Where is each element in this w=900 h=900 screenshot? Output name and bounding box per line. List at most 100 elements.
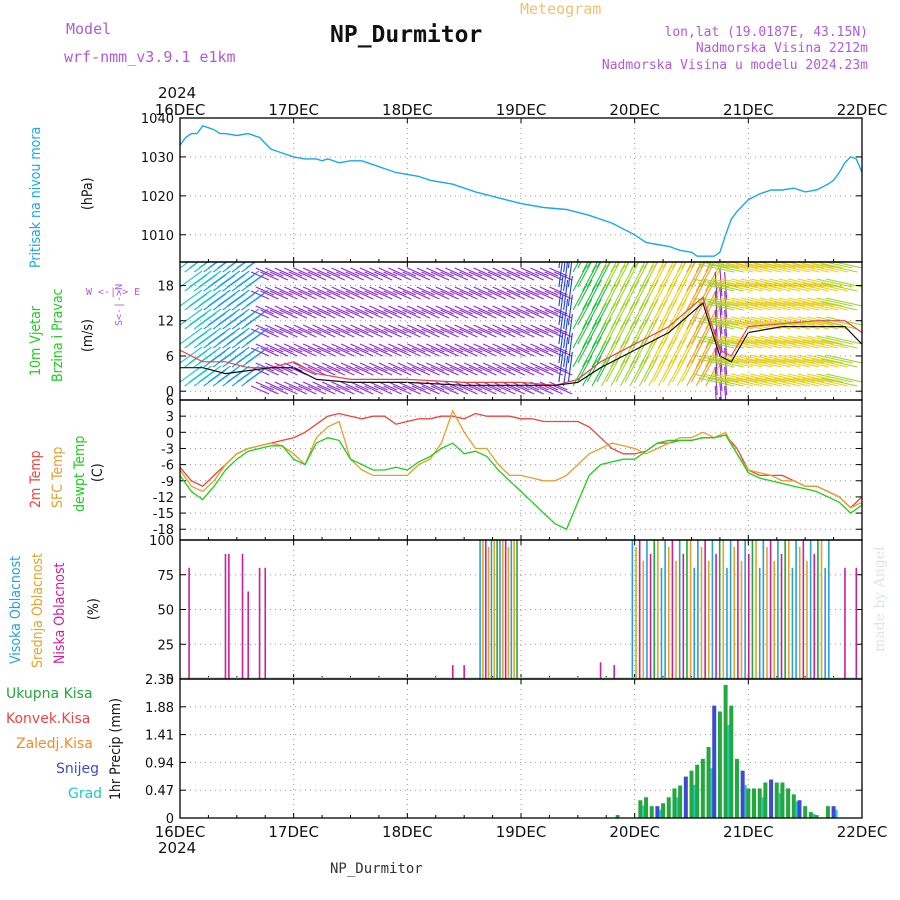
wind-barb (331, 343, 350, 353)
wind-barb (506, 309, 526, 319)
wind-barb (764, 358, 801, 368)
wind-barb (227, 270, 250, 288)
wind-barb (468, 328, 488, 338)
wind-barb (478, 366, 497, 376)
wind-barb (260, 290, 279, 300)
wind-barb (721, 354, 758, 364)
wind-barbs (180, 262, 862, 400)
wind-barb (326, 328, 346, 338)
wind-barb (364, 309, 383, 319)
wind-barb (359, 267, 379, 277)
wind-barb (705, 302, 721, 330)
wind-barb (773, 282, 811, 292)
wind-barb (638, 321, 654, 349)
wind-barb (383, 328, 402, 338)
wind-barb (269, 290, 289, 300)
wind-barb (180, 262, 190, 269)
wind-barb (821, 339, 858, 349)
wind-barb (388, 286, 407, 296)
wind-barb (714, 309, 718, 339)
wind-barb (745, 263, 782, 273)
wind-barb (279, 347, 298, 357)
wind-barb (686, 264, 702, 292)
wind-barb (449, 385, 469, 395)
wind-barb (716, 301, 754, 311)
wind-barb (217, 308, 241, 326)
wind-barb (279, 271, 298, 281)
wind-barb (693, 354, 730, 364)
wind-barb (539, 324, 559, 334)
wind-barb (274, 324, 293, 334)
wind-barb (317, 309, 336, 319)
wind-barb (745, 301, 782, 311)
wind-barb (764, 339, 801, 349)
wind-barb (355, 385, 374, 395)
wind-barb (605, 298, 621, 326)
wind-barb (293, 381, 312, 391)
wind-barb (534, 328, 554, 338)
x-label-top: 22DEC (837, 101, 888, 119)
wind-barb (449, 366, 469, 376)
wind-barb (787, 354, 825, 364)
wind-barb (582, 262, 589, 273)
wind-barb (721, 278, 758, 288)
wind-barb (756, 262, 787, 269)
wind-barb (681, 262, 697, 288)
wind-barb (586, 298, 602, 326)
wind-barb (392, 366, 412, 376)
x-label-top: 17DEC (268, 101, 319, 119)
wind-barb (773, 320, 811, 330)
wind-barb (383, 271, 402, 281)
wind-barb (364, 366, 383, 376)
precip-bar (740, 770, 745, 818)
wind-barb (340, 305, 360, 315)
wind-barb (459, 328, 478, 338)
wind-barb (321, 267, 341, 277)
wind-barb (558, 262, 561, 269)
wind-barb (288, 347, 308, 357)
wind-barb (787, 297, 825, 307)
wind-barb (440, 385, 459, 395)
year-label-bottom: 2024 (158, 839, 196, 857)
wind-barb (695, 359, 711, 387)
temp-ytick-label: 0 (166, 426, 174, 441)
wind-barb (260, 347, 279, 357)
wind-barb (806, 278, 844, 288)
wind-barb (426, 343, 445, 353)
wind-barb (567, 351, 573, 383)
wind-barb (572, 264, 588, 292)
wind-barb (629, 359, 645, 387)
wind-barb (283, 305, 303, 315)
wind-barb (189, 270, 212, 288)
wind-barb (345, 328, 364, 338)
wind-barb (702, 373, 739, 383)
wind-barb (672, 336, 688, 364)
wind-barb (501, 267, 521, 277)
wind-barb (501, 324, 521, 334)
wind-barb (754, 263, 792, 273)
wind-barb (698, 263, 735, 273)
wind-barb (336, 328, 355, 338)
precip-hail-bar (727, 724, 730, 818)
wind-barb (416, 305, 436, 315)
wind-barb (667, 321, 683, 349)
wind-barb (355, 271, 374, 281)
wind-barb (359, 381, 379, 391)
wind-barb (430, 366, 450, 376)
wind-barb (369, 381, 388, 391)
year-label-top: 2024 (158, 84, 196, 102)
wind-barb (430, 290, 450, 300)
wind-barb (336, 347, 355, 357)
wind-barb (709, 262, 739, 269)
wind-barb (615, 262, 630, 288)
wind-barb (558, 351, 564, 383)
wind-barb (468, 271, 488, 281)
wind-barb (388, 362, 407, 372)
wind-barb (307, 347, 327, 357)
wind-barb (468, 347, 488, 357)
wind-barb (534, 385, 554, 395)
wind-barb (411, 309, 431, 319)
wind-barb (411, 347, 431, 357)
wind-barb (806, 373, 844, 383)
wind-barb (463, 324, 483, 334)
